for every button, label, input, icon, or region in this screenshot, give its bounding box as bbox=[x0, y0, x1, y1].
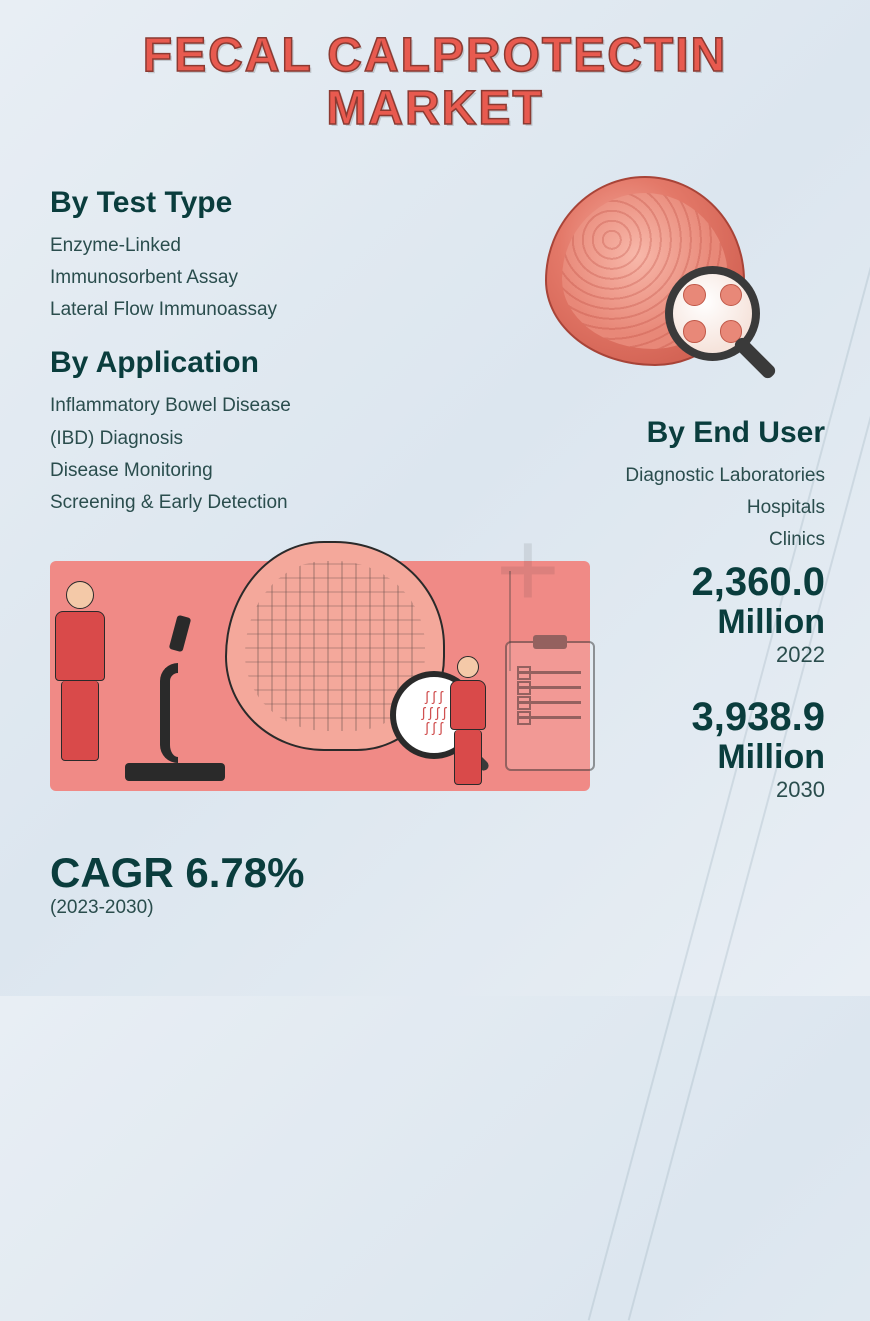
test-type-item: Lateral Flow Immunoassay bbox=[50, 294, 465, 326]
application-item: Disease Monitoring bbox=[50, 455, 465, 487]
microscope-icon bbox=[125, 621, 235, 781]
stat-2022-year: 2022 bbox=[620, 642, 825, 668]
cells-icon bbox=[683, 284, 742, 343]
test-type-heading: By Test Type bbox=[50, 186, 465, 220]
magnifier-icon bbox=[665, 266, 785, 386]
medical-illustration-panel: + + ʃ ʃ ʃʃ ʃ ʃ ʃʃ ʃ ʃ bbox=[50, 561, 590, 791]
stat-2030-value: 3,938.9 bbox=[620, 696, 825, 738]
right-column: By End User Diagnostic Laboratories Hosp… bbox=[485, 166, 825, 557]
stats-column: 2,360.0 Million 2022 3,938.9 Million 203… bbox=[590, 561, 825, 831]
end-user-heading: By End User bbox=[485, 416, 825, 450]
application-heading: By Application bbox=[50, 346, 465, 380]
application-item: Inflammatory Bowel Disease bbox=[50, 390, 465, 422]
intestine-magnifier-illustration bbox=[525, 166, 785, 396]
doctor-left-icon bbox=[40, 581, 120, 771]
end-user-item: Diagnostic Laboratories bbox=[485, 460, 825, 492]
doctor-right-icon bbox=[440, 656, 495, 796]
stat-2030-unit: Million bbox=[620, 738, 825, 777]
left-column: By Test Type Enzyme-Linked Immunosorbent… bbox=[50, 166, 485, 557]
stat-2022-unit: Million bbox=[620, 603, 825, 642]
application-item: Screening & Early Detection bbox=[50, 487, 465, 519]
clipboard-icon bbox=[505, 641, 595, 771]
test-type-item: Enzyme-Linked bbox=[50, 230, 465, 262]
stat-2022-value: 2,360.0 bbox=[620, 561, 825, 603]
application-item: (IBD) Diagnosis bbox=[50, 423, 465, 455]
bottom-row: + + ʃ ʃ ʃʃ ʃ ʃ ʃʃ ʃ ʃ bbox=[0, 561, 870, 831]
content-columns: By Test Type Enzyme-Linked Immunosorbent… bbox=[0, 136, 870, 557]
stat-2030-year: 2030 bbox=[620, 777, 825, 803]
test-type-item: Immunosorbent Assay bbox=[50, 262, 465, 294]
